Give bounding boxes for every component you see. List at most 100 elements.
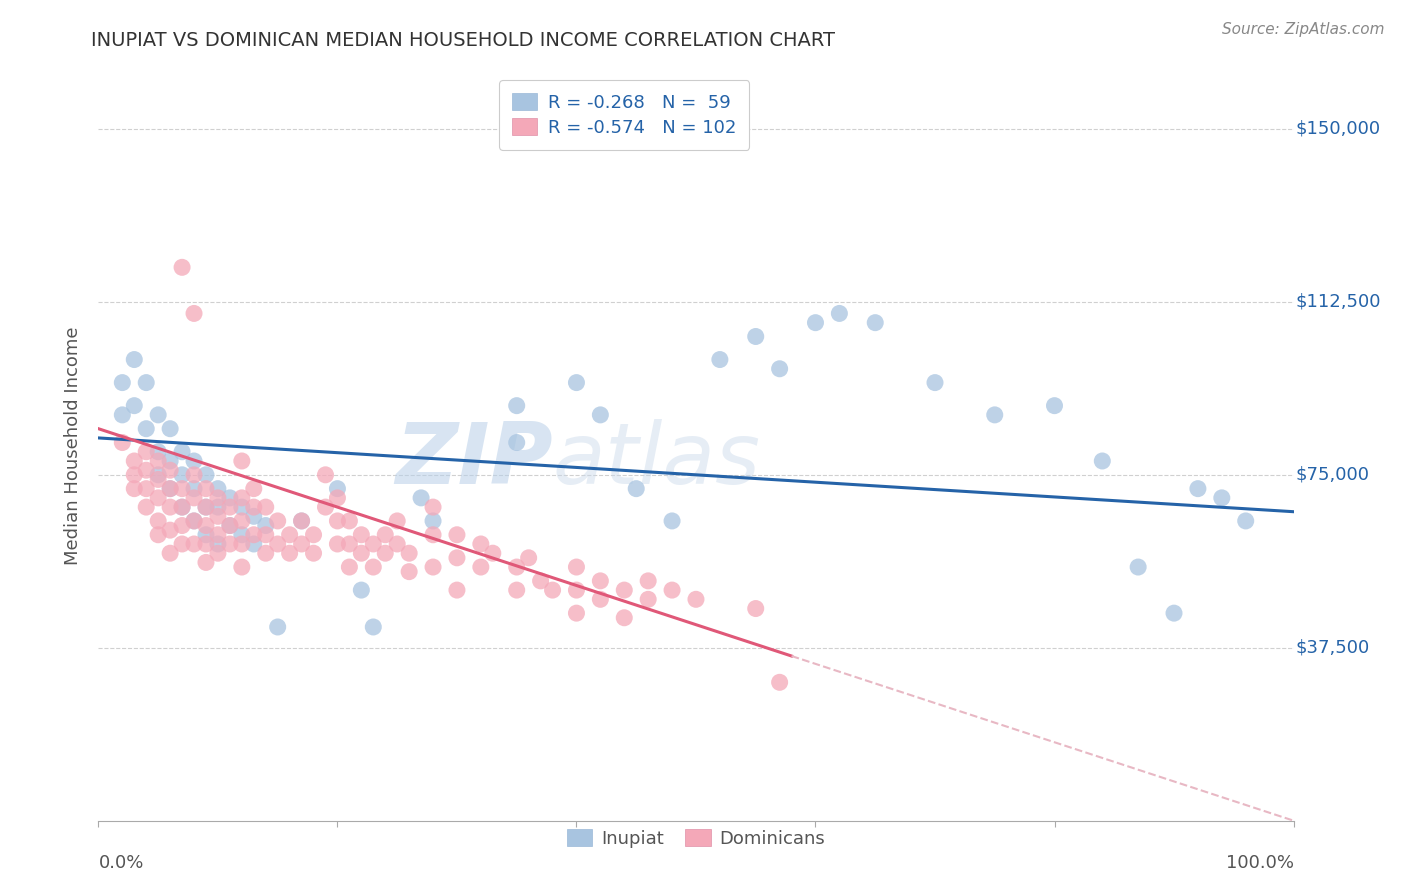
Point: [183, 537, 205, 551]
Point: [172, 467, 194, 482]
Point: [565, 560, 588, 574]
Point: [350, 583, 373, 598]
Point: [326, 514, 349, 528]
Point: [422, 514, 444, 528]
Point: [411, 491, 433, 505]
Point: [267, 514, 290, 528]
Point: [1043, 399, 1066, 413]
Point: [183, 454, 205, 468]
Point: [745, 329, 768, 343]
Point: [350, 546, 373, 560]
Point: [195, 537, 218, 551]
Point: [1091, 454, 1114, 468]
Point: [422, 528, 444, 542]
Point: [291, 514, 314, 528]
Point: [506, 560, 529, 574]
Point: [159, 500, 181, 514]
Point: [231, 528, 253, 542]
Point: [124, 454, 146, 468]
Point: [124, 482, 146, 496]
Point: [207, 500, 229, 514]
Point: [172, 518, 194, 533]
Point: [243, 509, 266, 524]
Point: [267, 537, 290, 551]
Point: [350, 528, 373, 542]
Point: [637, 574, 659, 588]
Point: [195, 482, 218, 496]
Point: [661, 583, 683, 598]
Point: [111, 408, 134, 422]
Point: [589, 592, 612, 607]
Point: [745, 601, 768, 615]
Point: [231, 537, 253, 551]
Point: [183, 491, 205, 505]
Text: ZIP: ZIP: [395, 419, 553, 502]
Point: [195, 556, 218, 570]
Point: [363, 560, 385, 574]
Point: [254, 528, 277, 542]
Text: $75,000: $75,000: [1296, 466, 1369, 483]
Point: [924, 376, 946, 390]
Point: [339, 514, 361, 528]
Point: [195, 500, 218, 514]
Point: [481, 546, 505, 560]
Point: [613, 611, 636, 625]
Point: [541, 583, 564, 598]
Point: [172, 500, 194, 514]
Point: [159, 482, 181, 496]
Point: [565, 376, 588, 390]
Point: [183, 514, 205, 528]
Text: Source: ZipAtlas.com: Source: ZipAtlas.com: [1222, 22, 1385, 37]
Point: [1211, 491, 1233, 505]
Point: [159, 523, 181, 537]
Y-axis label: Median Household Income: Median Household Income: [65, 326, 83, 566]
Text: INUPIAT VS DOMINICAN MEDIAN HOUSEHOLD INCOME CORRELATION CHART: INUPIAT VS DOMINICAN MEDIAN HOUSEHOLD IN…: [91, 31, 835, 50]
Point: [828, 306, 851, 320]
Point: [195, 467, 218, 482]
Point: [267, 620, 290, 634]
Text: $150,000: $150,000: [1296, 120, 1381, 138]
Point: [685, 592, 707, 607]
Point: [148, 472, 170, 486]
Point: [207, 546, 229, 560]
Point: [243, 537, 266, 551]
Point: [278, 546, 301, 560]
Point: [111, 435, 134, 450]
Point: [148, 491, 170, 505]
Point: [506, 399, 529, 413]
Point: [385, 537, 409, 551]
Point: [148, 408, 170, 422]
Point: [183, 482, 205, 496]
Point: [363, 620, 385, 634]
Point: [326, 491, 349, 505]
Point: [291, 537, 314, 551]
Point: [159, 482, 181, 496]
Point: [339, 560, 361, 574]
Point: [768, 361, 790, 376]
Point: [207, 509, 229, 524]
Point: [111, 376, 134, 390]
Point: [804, 316, 827, 330]
Text: 100.0%: 100.0%: [1226, 855, 1294, 872]
Point: [159, 546, 181, 560]
Point: [709, 352, 731, 367]
Point: [326, 537, 349, 551]
Point: [231, 500, 253, 514]
Point: [254, 500, 277, 514]
Point: [446, 550, 468, 565]
Point: [326, 482, 349, 496]
Point: [589, 574, 612, 588]
Point: [148, 444, 170, 458]
Point: [172, 444, 194, 458]
Point: [589, 408, 612, 422]
Point: [207, 537, 229, 551]
Point: [291, 514, 314, 528]
Point: [517, 550, 540, 565]
Point: [315, 467, 337, 482]
Point: [446, 583, 468, 598]
Point: [422, 500, 444, 514]
Text: atlas: atlas: [553, 419, 761, 502]
Point: [219, 500, 242, 514]
Point: [315, 500, 337, 514]
Point: [865, 316, 887, 330]
